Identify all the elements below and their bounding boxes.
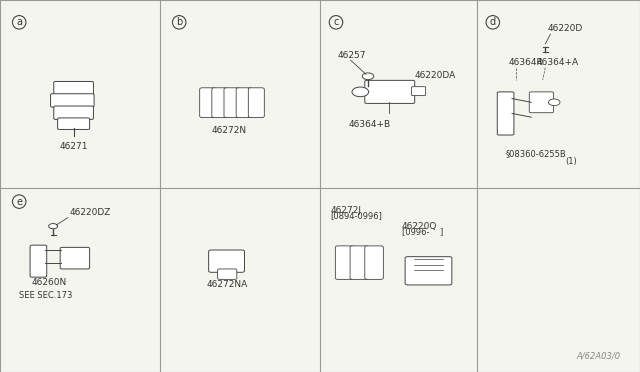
- FancyBboxPatch shape: [236, 88, 252, 118]
- Text: b: b: [176, 17, 182, 27]
- Text: [0996-    ]: [0996- ]: [402, 228, 443, 237]
- Circle shape: [362, 73, 374, 80]
- Circle shape: [49, 224, 58, 229]
- Circle shape: [548, 99, 560, 106]
- Text: c: c: [333, 17, 339, 27]
- Text: a: a: [16, 17, 22, 27]
- FancyBboxPatch shape: [60, 247, 90, 269]
- Text: 46364+A: 46364+A: [536, 58, 579, 67]
- Text: [0894-0996]: [0894-0996]: [330, 211, 382, 220]
- FancyBboxPatch shape: [58, 118, 90, 129]
- Circle shape: [352, 87, 369, 97]
- Text: 46220D: 46220D: [547, 25, 582, 33]
- FancyBboxPatch shape: [350, 246, 369, 279]
- FancyBboxPatch shape: [497, 92, 514, 135]
- Text: (1): (1): [565, 157, 577, 166]
- Text: 46272J: 46272J: [330, 206, 361, 215]
- FancyBboxPatch shape: [335, 246, 354, 279]
- FancyBboxPatch shape: [365, 246, 383, 279]
- Text: 46257: 46257: [338, 51, 367, 60]
- Text: 46271: 46271: [60, 142, 88, 151]
- Text: 46220Q: 46220Q: [402, 222, 437, 231]
- FancyBboxPatch shape: [30, 245, 47, 277]
- Text: 46272N: 46272N: [212, 126, 246, 135]
- FancyBboxPatch shape: [224, 88, 240, 118]
- Text: 46272NA: 46272NA: [207, 280, 248, 289]
- Text: §08360-6255B: §08360-6255B: [506, 149, 566, 158]
- FancyBboxPatch shape: [529, 92, 554, 113]
- Text: 46364R: 46364R: [509, 58, 543, 67]
- FancyBboxPatch shape: [365, 80, 415, 103]
- Text: 46260N: 46260N: [32, 278, 67, 287]
- FancyBboxPatch shape: [218, 269, 237, 279]
- FancyBboxPatch shape: [212, 88, 228, 118]
- FancyBboxPatch shape: [405, 257, 452, 285]
- FancyBboxPatch shape: [54, 106, 93, 119]
- Text: d: d: [490, 17, 496, 27]
- Text: 46220DZ: 46220DZ: [69, 208, 111, 217]
- FancyBboxPatch shape: [248, 88, 264, 118]
- FancyBboxPatch shape: [209, 250, 244, 272]
- Text: SEE SEC.173: SEE SEC.173: [19, 291, 73, 300]
- FancyBboxPatch shape: [54, 81, 93, 95]
- FancyBboxPatch shape: [51, 94, 94, 107]
- FancyBboxPatch shape: [412, 87, 426, 96]
- Text: e: e: [16, 197, 22, 206]
- Text: 46220DA: 46220DA: [415, 71, 456, 80]
- Text: A/62A03/0: A/62A03/0: [577, 352, 621, 361]
- FancyBboxPatch shape: [200, 88, 216, 118]
- Text: 46364+B: 46364+B: [349, 120, 391, 129]
